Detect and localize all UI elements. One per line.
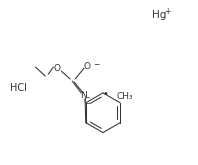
Text: N: N (80, 91, 87, 100)
Text: O: O (54, 64, 61, 73)
Text: Hg: Hg (152, 10, 166, 20)
Text: +: + (165, 7, 171, 16)
Text: HCl: HCl (10, 83, 27, 93)
Text: O: O (84, 62, 90, 71)
Text: •: • (102, 89, 108, 99)
Text: C: C (84, 97, 90, 106)
Text: CH₃: CH₃ (117, 92, 133, 101)
Text: −: − (93, 60, 99, 69)
